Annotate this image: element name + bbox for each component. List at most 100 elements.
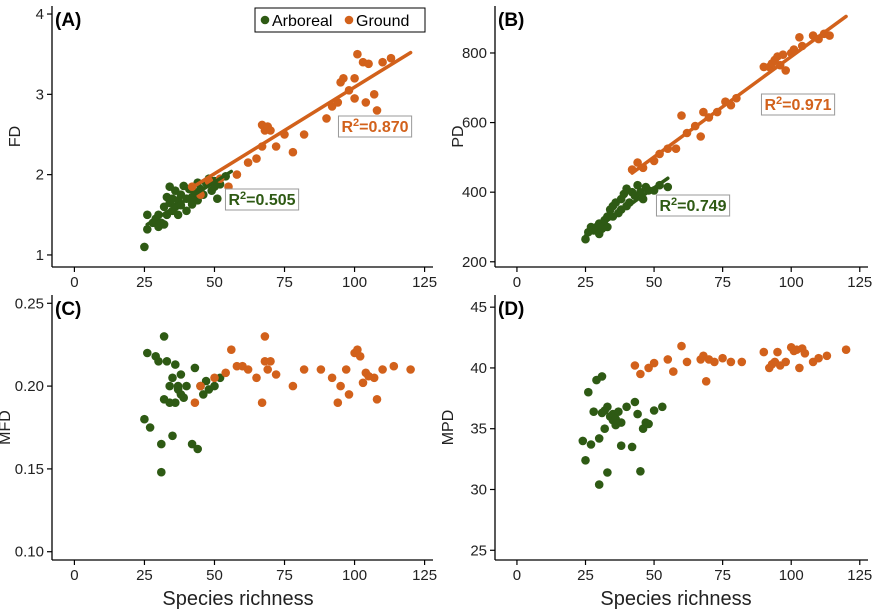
ground-point xyxy=(364,59,373,69)
ground-point xyxy=(353,49,362,59)
arboreal-point xyxy=(633,409,642,419)
ground-point xyxy=(795,33,804,42)
ground-point xyxy=(778,50,788,59)
arboreal-point xyxy=(627,442,637,452)
ground-r2-label: R2=0.971 xyxy=(764,95,831,114)
arboreal-point xyxy=(597,372,607,381)
x-tick-label: 25 xyxy=(577,567,594,584)
ground-point xyxy=(271,370,281,379)
ground-point xyxy=(263,365,273,374)
arboreal-point xyxy=(159,332,169,341)
y-tick-label: 40 xyxy=(470,360,487,377)
ground-r2-box xyxy=(760,93,836,116)
y-axis-label: FD xyxy=(7,126,24,147)
ground-point xyxy=(372,106,382,115)
y-tick-label: 0.20 xyxy=(15,378,44,395)
x-tick-label: 0 xyxy=(513,567,521,584)
y-tick-label: 0.10 xyxy=(15,544,44,561)
panel-label: (C) xyxy=(55,299,81,320)
ground-point xyxy=(369,373,379,383)
ground-point xyxy=(677,111,686,120)
y-tick-label: 30 xyxy=(470,481,487,498)
legend-arboreal-marker xyxy=(260,15,270,25)
arboreal-point xyxy=(603,402,612,412)
arboreal-point xyxy=(173,210,183,220)
ground-point xyxy=(795,363,804,373)
ground-fit-line xyxy=(190,50,413,190)
ground-point xyxy=(773,347,782,357)
arboreal-point xyxy=(622,402,631,412)
x-tick-label: 100 xyxy=(342,567,367,584)
arboreal-point xyxy=(614,407,623,417)
x-tick-label: 75 xyxy=(714,274,731,291)
ground-point xyxy=(389,361,399,371)
ground-point xyxy=(353,345,362,355)
y-tick-label: 35 xyxy=(470,421,487,438)
ground-point xyxy=(252,154,261,163)
legend-box xyxy=(254,7,426,33)
legend: Arboreal Ground xyxy=(254,7,426,33)
ground-point xyxy=(633,158,642,167)
x-tick-label: 50 xyxy=(646,274,663,291)
ground-point xyxy=(841,345,851,355)
ground-point xyxy=(299,130,309,139)
arboreal-r2-box xyxy=(655,194,731,217)
y-tick-label: 0.25 xyxy=(15,295,44,312)
ground-point xyxy=(696,132,705,141)
arboreal-point xyxy=(171,360,180,369)
ground-point xyxy=(726,357,736,367)
x-tick-label: 0 xyxy=(513,274,521,291)
arboreal-point xyxy=(644,419,653,429)
arboreal-point xyxy=(578,436,588,446)
legend-arboreal-label: Arboreal xyxy=(272,13,332,30)
arboreal-point xyxy=(157,467,166,477)
ground-point xyxy=(355,352,365,361)
ground-point xyxy=(336,381,345,391)
ground-point xyxy=(243,158,253,167)
arboreal-point xyxy=(633,180,642,190)
x-tick-label: 50 xyxy=(206,274,223,291)
arboreal-point xyxy=(171,398,180,408)
arboreal-point xyxy=(182,381,191,391)
arboreal-point xyxy=(600,424,609,434)
ground-point xyxy=(190,398,200,408)
y-axis-label: MPD xyxy=(440,410,457,446)
arboreal-point xyxy=(210,381,219,391)
xlabel-right: Species richness xyxy=(600,588,751,610)
y-tick-label: 200 xyxy=(462,254,487,271)
ground-point xyxy=(781,66,790,75)
x-tick-label: 125 xyxy=(412,274,437,291)
ground-point xyxy=(196,381,205,391)
panel-a: 0 25 50 75 100 125 1 2 3 4 FD (A) R2=0.505 R2=0.870 Ar… xyxy=(7,6,437,291)
ground-point xyxy=(369,90,379,99)
arboreal-point xyxy=(658,402,667,412)
arboreal-point xyxy=(193,444,202,454)
ground-point xyxy=(701,377,711,386)
ground-r2-box xyxy=(337,115,413,138)
ground-point xyxy=(344,390,354,399)
ground-point xyxy=(822,351,832,361)
arboreal-r2-label: R2=0.749 xyxy=(659,196,726,215)
ground-point xyxy=(671,144,681,153)
arboreal-point xyxy=(586,440,596,449)
ground-point xyxy=(699,107,708,117)
arboreal-point xyxy=(182,206,191,216)
ground-point xyxy=(663,355,673,364)
ground-point xyxy=(288,147,298,157)
y-tick-label: 45 xyxy=(470,299,487,316)
ground-point xyxy=(825,31,834,40)
ground-point xyxy=(257,398,267,408)
xlabel-left: Species richness xyxy=(162,588,313,610)
arboreal-point xyxy=(143,225,152,234)
y-tick-label: 400 xyxy=(462,184,487,201)
arboreal-point xyxy=(140,414,149,424)
ground-point xyxy=(710,357,719,367)
arboreal-point xyxy=(201,376,211,386)
arboreal-fit-line xyxy=(583,176,670,238)
x-tick-label: 25 xyxy=(136,274,153,291)
arboreal-r2-label: R2=0.505 xyxy=(228,190,295,209)
arboreal-r2-box xyxy=(224,188,300,211)
x-tick-label: 0 xyxy=(70,567,78,584)
x-tick-label: 25 xyxy=(136,567,153,584)
